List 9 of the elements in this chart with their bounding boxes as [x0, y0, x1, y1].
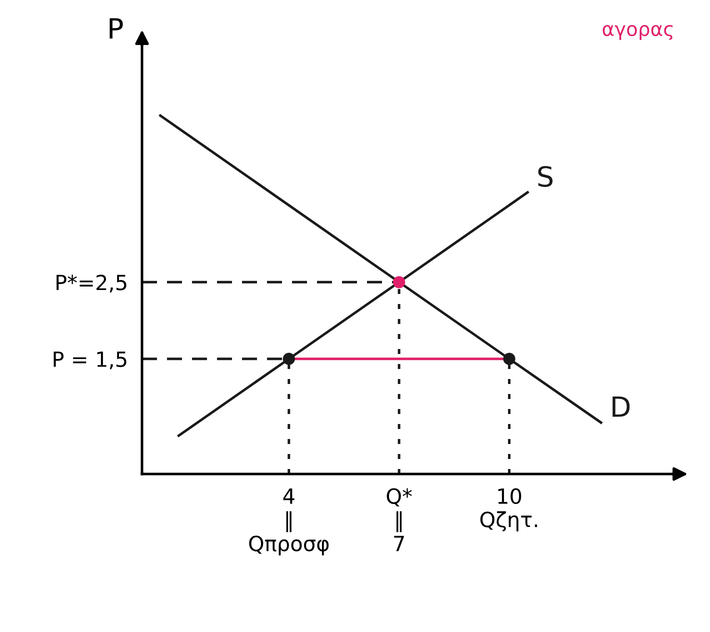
y-tick-label: P = 1,5 [54, 352, 126, 370]
x-tick-label: Q* ‖ 7 [386, 488, 412, 552]
series-label: D [612, 396, 630, 417]
y-tick-label: P*=2,5 [56, 274, 126, 292]
x-tick-label: 10 Qζητ. [480, 488, 538, 532]
chart-title: αγορας [602, 25, 673, 40]
x-tick-label: 4 ‖ Qπροσφ [249, 488, 329, 556]
y-axis-title: P [110, 18, 123, 38]
series-label: S [538, 166, 553, 187]
